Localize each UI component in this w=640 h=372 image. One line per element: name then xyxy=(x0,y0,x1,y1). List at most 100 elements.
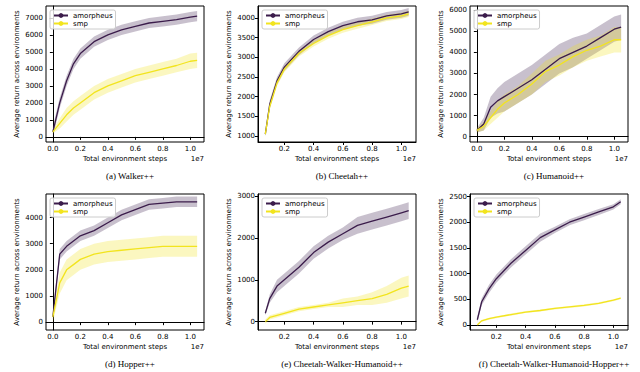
svg-text:smp: smp xyxy=(497,208,512,216)
svg-text:2000: 2000 xyxy=(25,266,43,274)
svg-text:0.8: 0.8 xyxy=(367,333,378,341)
svg-text:0: 0 xyxy=(463,133,467,141)
svg-text:1.0: 1.0 xyxy=(396,333,407,341)
svg-text:7000: 7000 xyxy=(25,14,43,22)
svg-text:smp: smp xyxy=(497,20,512,28)
svg-text:4000: 4000 xyxy=(237,14,255,22)
svg-text:0.4: 0.4 xyxy=(308,145,320,153)
svg-text:(b) Cheetah++: (b) Cheetah++ xyxy=(316,171,368,181)
svg-text:2500: 2500 xyxy=(237,73,255,81)
svg-text:2000: 2000 xyxy=(449,218,467,226)
svg-text:6000: 6000 xyxy=(25,31,43,39)
svg-text:6000: 6000 xyxy=(449,6,467,14)
svg-text:amorpheus: amorpheus xyxy=(285,200,325,208)
svg-text:1.0: 1.0 xyxy=(185,145,196,153)
svg-text:4000: 4000 xyxy=(25,214,43,222)
svg-text:Total environment steps: Total environment steps xyxy=(82,343,168,351)
svg-text:amorpheus: amorpheus xyxy=(285,12,325,20)
svg-text:3000: 3000 xyxy=(237,53,255,61)
svg-text:(f) Cheetah-Walker-Humanoid-Ho: (f) Cheetah-Walker-Humanoid-Hopper++ xyxy=(479,359,629,369)
svg-text:0.2: 0.2 xyxy=(279,333,290,341)
svg-text:0.8: 0.8 xyxy=(157,145,168,153)
svg-text:5000: 5000 xyxy=(449,27,467,35)
svg-text:1e7: 1e7 xyxy=(403,343,416,351)
svg-text:amorpheus: amorpheus xyxy=(73,12,113,20)
svg-text:0.4: 0.4 xyxy=(102,333,114,341)
svg-text:2000: 2000 xyxy=(237,93,255,101)
svg-text:0.6: 0.6 xyxy=(554,145,566,153)
svg-text:amorpheus: amorpheus xyxy=(497,12,537,20)
svg-text:1000: 1000 xyxy=(237,132,255,140)
svg-text:0.8: 0.8 xyxy=(579,333,590,341)
svg-text:Total environment steps: Total environment steps xyxy=(294,155,380,163)
svg-text:500: 500 xyxy=(454,295,467,303)
svg-text:smp: smp xyxy=(285,20,300,28)
svg-text:1000: 1000 xyxy=(449,270,467,278)
svg-text:smp: smp xyxy=(73,20,88,28)
svg-text:Total environment steps: Total environment steps xyxy=(294,343,380,351)
svg-text:1.0: 1.0 xyxy=(185,333,196,341)
svg-text:2500: 2500 xyxy=(449,193,467,201)
svg-text:3000: 3000 xyxy=(25,82,43,90)
svg-text:2000: 2000 xyxy=(237,234,255,242)
svg-text:(c) Humanoid++: (c) Humanoid++ xyxy=(524,171,584,181)
svg-text:1500: 1500 xyxy=(449,244,467,252)
svg-text:Average return across environm: Average return across environments xyxy=(13,198,21,326)
svg-text:smp: smp xyxy=(285,208,300,216)
svg-text:Average return across environm: Average return across environments xyxy=(437,10,445,138)
svg-text:Average return across environm: Average return across environments xyxy=(437,198,445,326)
svg-text:(d) Hopper++: (d) Hopper++ xyxy=(105,359,155,369)
svg-text:0.0: 0.0 xyxy=(47,145,58,153)
svg-text:1.0: 1.0 xyxy=(608,333,619,341)
svg-text:0.4: 0.4 xyxy=(308,333,320,341)
svg-text:1e7: 1e7 xyxy=(403,155,416,163)
svg-text:amorpheus: amorpheus xyxy=(497,200,537,208)
svg-text:0.2: 0.2 xyxy=(75,145,86,153)
svg-text:1000: 1000 xyxy=(25,292,43,300)
svg-text:0: 0 xyxy=(251,318,255,326)
svg-text:3500: 3500 xyxy=(237,34,255,42)
svg-text:0.8: 0.8 xyxy=(581,145,592,153)
svg-text:Average return across environm: Average return across environments xyxy=(225,198,233,326)
svg-text:Total environment steps: Total environment steps xyxy=(506,155,592,163)
svg-text:smp: smp xyxy=(73,208,88,216)
svg-text:0.8: 0.8 xyxy=(157,333,168,341)
svg-text:3000: 3000 xyxy=(237,192,255,200)
svg-text:0: 0 xyxy=(39,133,43,141)
svg-text:1000: 1000 xyxy=(25,116,43,124)
svg-text:1e7: 1e7 xyxy=(615,343,628,351)
svg-text:0.8: 0.8 xyxy=(367,145,378,153)
svg-text:0.6: 0.6 xyxy=(130,333,142,341)
svg-text:0.2: 0.2 xyxy=(499,145,510,153)
svg-text:0.4: 0.4 xyxy=(526,145,538,153)
svg-text:amorpheus: amorpheus xyxy=(73,200,113,208)
svg-text:1e7: 1e7 xyxy=(191,155,204,163)
svg-text:0.4: 0.4 xyxy=(102,145,114,153)
svg-text:Average return across environm: Average return across environments xyxy=(13,10,21,138)
svg-text:0.6: 0.6 xyxy=(337,333,349,341)
svg-text:0.2: 0.2 xyxy=(75,333,86,341)
svg-text:2000: 2000 xyxy=(25,99,43,107)
svg-text:0.6: 0.6 xyxy=(130,145,142,153)
svg-text:0: 0 xyxy=(463,321,467,329)
svg-text:3000: 3000 xyxy=(25,240,43,248)
svg-text:5000: 5000 xyxy=(25,48,43,56)
svg-text:1500: 1500 xyxy=(237,112,255,120)
svg-text:0.6: 0.6 xyxy=(337,145,349,153)
svg-text:Average return across environm: Average return across environments xyxy=(225,10,233,138)
svg-text:4000: 4000 xyxy=(25,65,43,73)
svg-text:1000: 1000 xyxy=(237,276,255,284)
svg-text:0.4: 0.4 xyxy=(520,333,532,341)
svg-text:1.0: 1.0 xyxy=(609,145,620,153)
svg-text:2000: 2000 xyxy=(449,91,467,99)
svg-text:1.0: 1.0 xyxy=(396,145,407,153)
svg-text:0.6: 0.6 xyxy=(549,333,561,341)
svg-text:(e) Cheetah-Walker-Humanoid++: (e) Cheetah-Walker-Humanoid++ xyxy=(281,359,402,369)
svg-text:0.2: 0.2 xyxy=(279,145,290,153)
svg-text:Total environment steps: Total environment steps xyxy=(506,343,592,351)
svg-text:1e7: 1e7 xyxy=(191,343,204,351)
svg-text:0.0: 0.0 xyxy=(471,145,482,153)
svg-text:(a) Walker++: (a) Walker++ xyxy=(106,171,154,181)
svg-text:0.2: 0.2 xyxy=(491,333,502,341)
svg-text:3000: 3000 xyxy=(449,69,467,77)
